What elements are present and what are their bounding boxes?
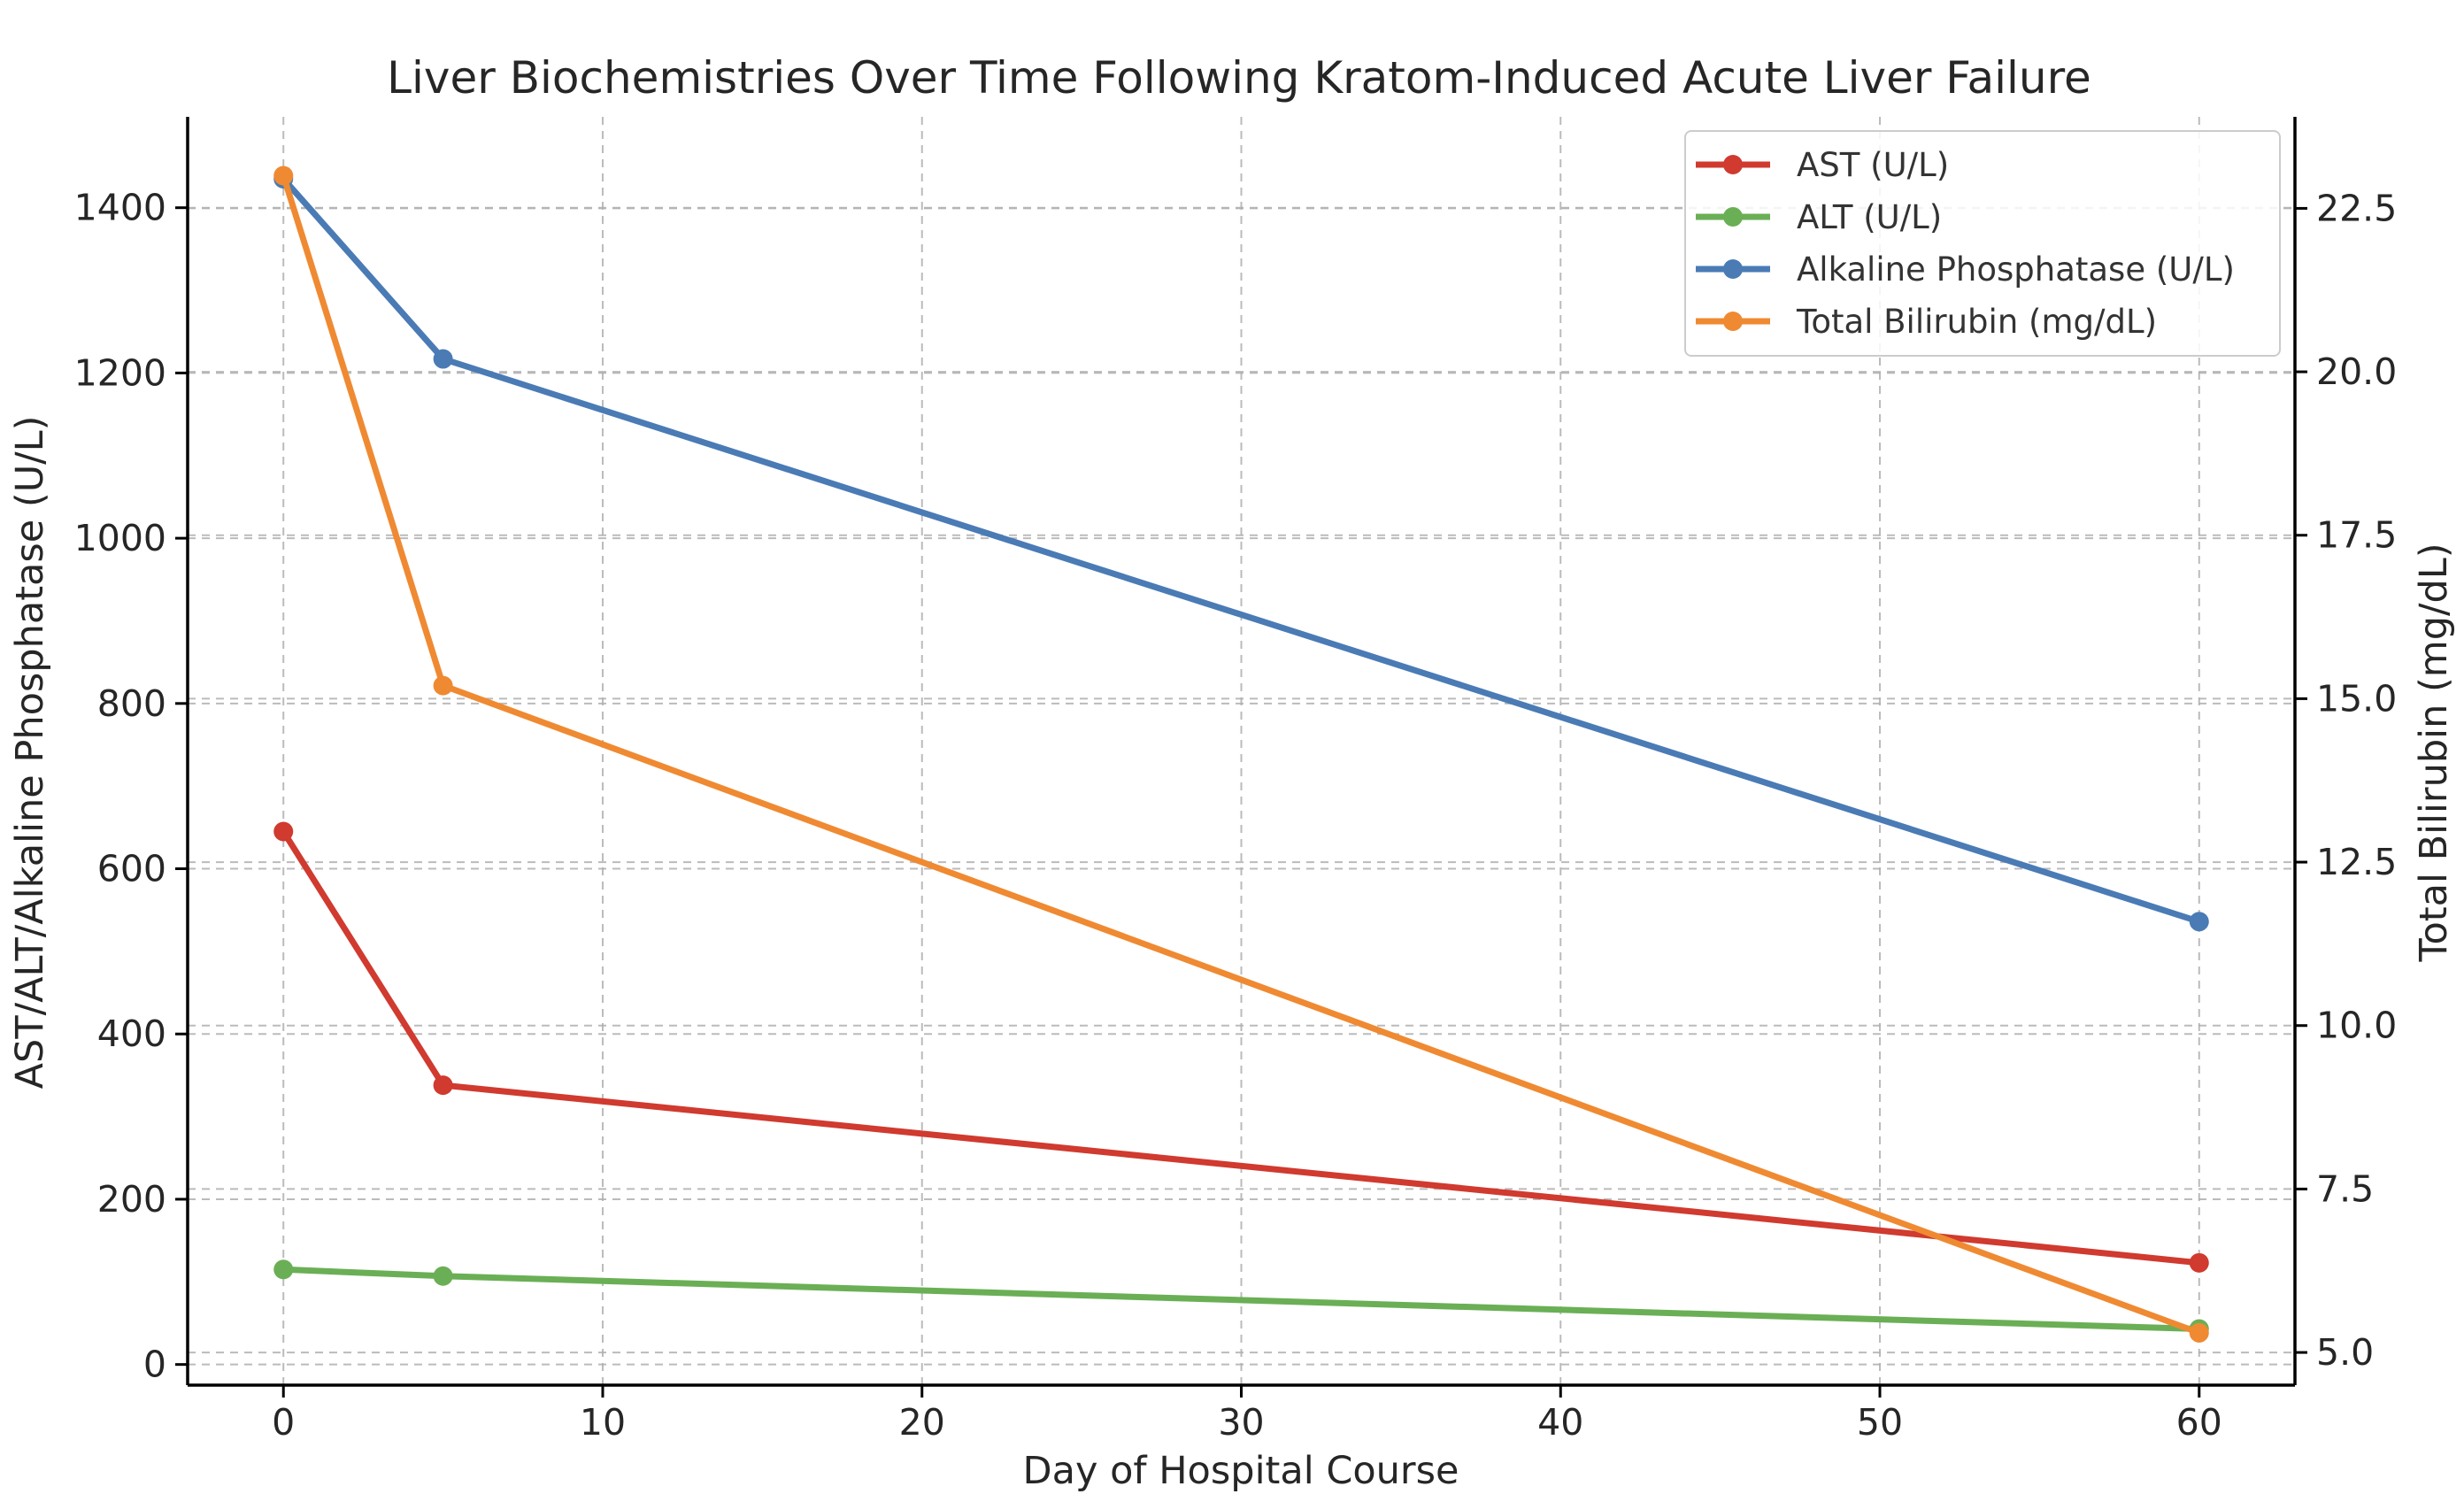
data-point [2189,1322,2209,1343]
x-tick-label: 0 [272,1401,295,1444]
y2-tick-label: 7.5 [2316,1167,2374,1210]
data-point [2189,912,2209,932]
y2-tick-label: 20.0 [2316,350,2397,393]
y2-tick-label: 10.0 [2316,1005,2397,1047]
y-tick-label: 0 [143,1344,166,1386]
y-tick-label: 600 [97,848,166,890]
legend-marker [1723,312,1743,331]
x-tick-label: 20 [899,1401,945,1444]
legend-label: Total Bilirubin (mg/dL) [1796,303,2157,341]
x-tick-label: 50 [1857,1401,1903,1444]
data-point [273,1259,294,1280]
y-tick-label: 1400 [74,187,166,229]
y-tick-label: 400 [97,1013,166,1055]
y2-tick-label: 5.0 [2316,1331,2374,1374]
legend-marker [1723,207,1743,227]
data-point [433,1075,453,1096]
y2-tick-label: 22.5 [2316,187,2397,229]
data-point [433,349,453,369]
y2-tick-label: 17.5 [2316,514,2397,557]
x-tick-label: 10 [580,1401,626,1444]
y2-axis-label: Total Bilirubin (mg/dL) [2412,543,2456,963]
data-point [433,1266,453,1286]
y-tick-label: 800 [97,682,166,725]
data-point [273,821,294,842]
legend-frame [1684,130,2281,357]
legend-marker [1723,259,1743,279]
data-point [433,675,453,696]
legend: AST (U/L) ALT (U/L) Alkaline Phosphatase (… [1684,130,2281,357]
x-tick-label: 40 [1537,1401,1583,1444]
y-axis-label: AST/ALT/Alkaline Phosphatase (U/L) [8,416,52,1090]
y-tick-label: 1000 [74,517,166,559]
x-tick-label: 60 [2176,1401,2222,1444]
chart-title: Liver Biochemistries Over Time Following… [387,52,2091,104]
data-point [2189,1252,2209,1273]
data-point [273,166,294,186]
y2-tick-label: 12.5 [2316,841,2397,883]
series-layer [273,166,2209,1343]
legend-label: ALT (U/L) [1797,198,1942,236]
y-tick-label: 200 [97,1178,166,1221]
y2-tick-label: 15.0 [2316,677,2397,720]
x-axis-label: Day of Hospital Course [1023,1449,1459,1493]
legend-marker [1723,155,1743,174]
legend-label: Alkaline Phosphatase (U/L) [1797,250,2235,289]
x-tick-label: 30 [1218,1401,1264,1444]
legend-label: AST (U/L) [1797,146,1949,184]
y-tick-label: 1200 [74,351,166,394]
axes-layer: 0 10 20 30 40 50 6002004006008001000120014005.… [74,117,2397,1444]
